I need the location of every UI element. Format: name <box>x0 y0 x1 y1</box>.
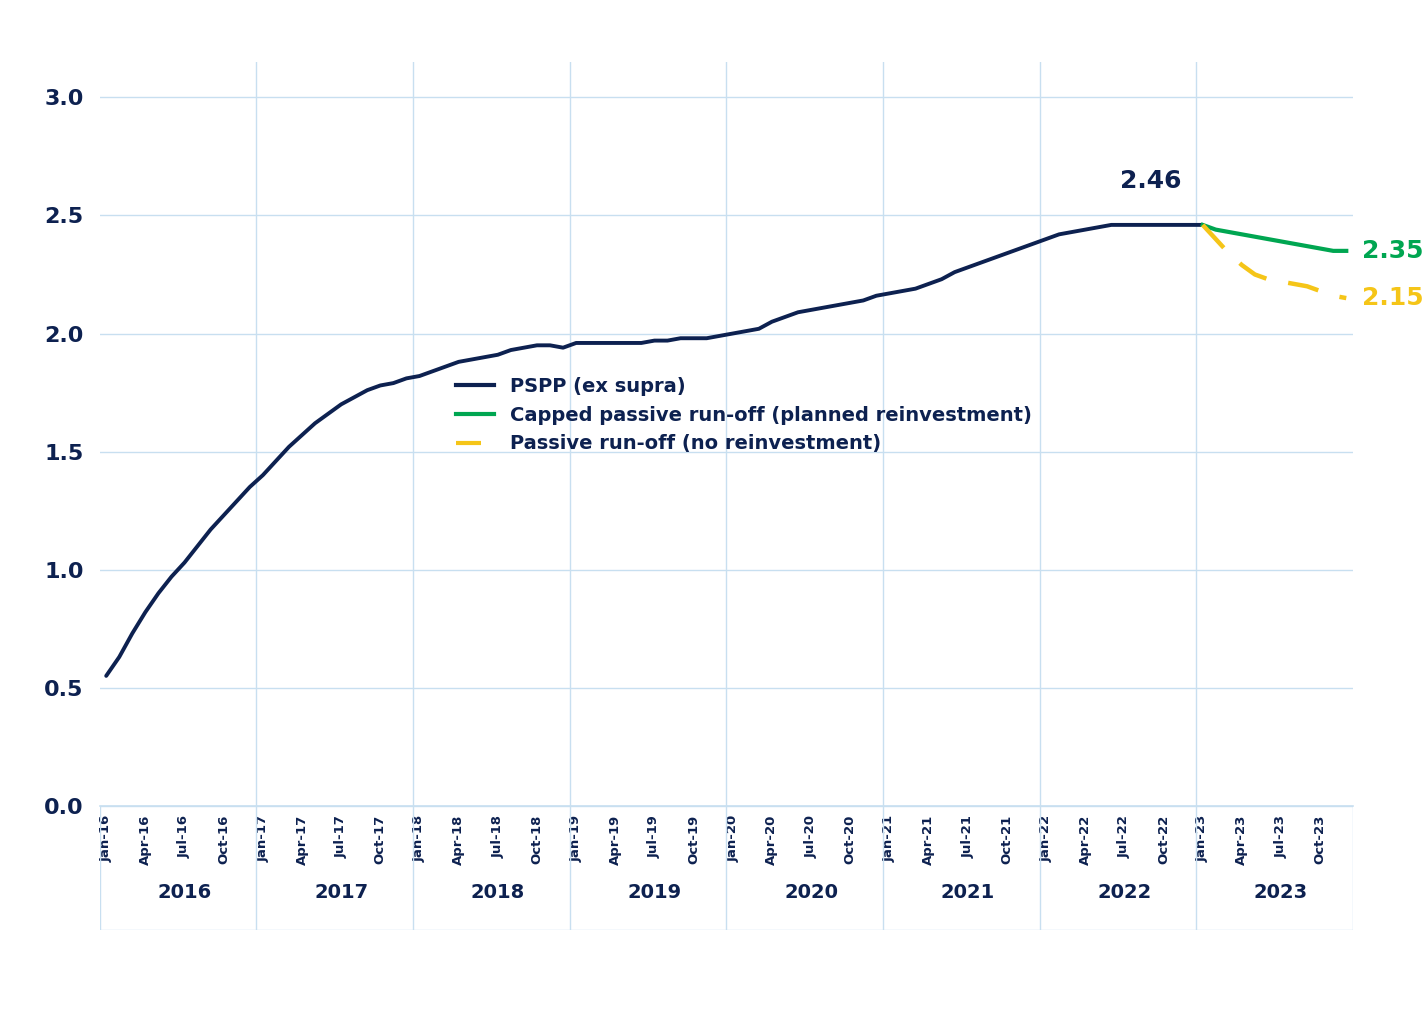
Text: 2019: 2019 <box>628 883 682 902</box>
Text: 2.35: 2.35 <box>1361 239 1424 262</box>
Text: 2016: 2016 <box>158 883 212 902</box>
Text: 2021: 2021 <box>941 883 995 902</box>
Text: 2.15: 2.15 <box>1361 286 1424 310</box>
Text: 2017: 2017 <box>315 883 369 902</box>
Text: 2.46: 2.46 <box>1119 169 1182 193</box>
Text: 2020: 2020 <box>785 883 839 902</box>
Text: 2022: 2022 <box>1098 883 1152 902</box>
Text: 2023: 2023 <box>1255 883 1309 902</box>
Text: 2018: 2018 <box>471 883 525 902</box>
Legend: PSPP (ex supra), Capped passive run-off (planned reinvestment), Passive run-off : PSPP (ex supra), Capped passive run-off … <box>447 369 1040 461</box>
